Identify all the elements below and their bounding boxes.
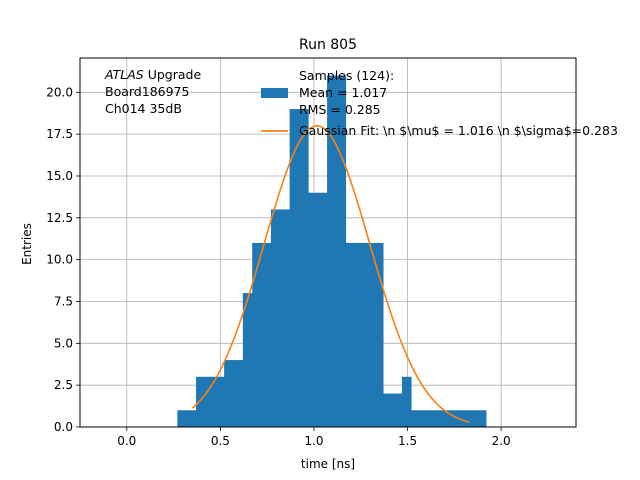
y-tick-label: 7.5 — [54, 294, 73, 308]
annotation-line-1: ATLAS Upgrade — [104, 67, 201, 82]
histogram-bar — [467, 410, 478, 427]
histogram-bar — [261, 242, 272, 427]
legend-fit-label: Gaussian Fit: \n $\mu$ = 1.016 \n $\sigm… — [299, 123, 618, 138]
histogram-bar — [186, 410, 197, 427]
gaussian-fit — [191, 124, 470, 423]
histogram-bar — [270, 209, 281, 427]
histogram-bar — [280, 209, 290, 427]
annotation-upgrade: Upgrade — [144, 67, 202, 82]
legend: Samples (124): Mean = 1.017 RMS = 0.285 … — [261, 68, 618, 138]
histogram-bar — [392, 393, 403, 427]
histogram-bar — [458, 410, 468, 427]
histogram-bar — [242, 293, 253, 427]
histogram-bar — [336, 75, 347, 428]
chart-title: Run 805 — [299, 37, 357, 53]
histogram-bar — [439, 410, 450, 427]
legend-samples-line-3: RMS = 0.285 — [299, 102, 381, 117]
legend-samples-line-1: Samples (124): — [299, 68, 394, 83]
histogram-bar — [420, 410, 431, 427]
histogram-bar — [298, 109, 309, 427]
plot-frame — [79, 57, 577, 428]
y-axis-label: Entries — [20, 223, 34, 265]
histogram-bar — [252, 242, 262, 427]
histogram-bar — [448, 410, 459, 427]
histogram-bar — [289, 109, 300, 427]
x-tick-label: 1.0 — [304, 434, 323, 448]
y-tick-label: 20.0 — [46, 85, 73, 99]
histogram-bar — [430, 410, 440, 427]
histogram-bar — [355, 242, 365, 427]
annotation-line-2: Board186975 — [105, 84, 189, 99]
histogram-bars — [177, 75, 487, 428]
x-tick-label: 0.0 — [117, 434, 136, 448]
annotation-line-3: Ch014 35dB — [105, 101, 182, 116]
histogram-bar — [205, 376, 216, 427]
histogram-bar — [233, 360, 244, 427]
histogram-bar — [196, 376, 206, 427]
histogram-bar — [224, 360, 234, 427]
histogram-bar — [308, 192, 319, 427]
histogram-bar — [345, 242, 356, 427]
axis-ticks: 0.0 0.5 1.0 1.5 2.0 0.0 2.5 5.0 7.5 10.0 12.5 15.0 1… — [46, 85, 510, 448]
y-tick-label: 10.0 — [46, 253, 73, 267]
x-tick-label: 1.5 — [398, 434, 417, 448]
histogram-bar — [401, 376, 412, 427]
histogram-bar — [177, 410, 187, 427]
legend-swatch-samples — [261, 88, 288, 98]
x-tick-label: 0.5 — [211, 434, 230, 448]
atlas-annotation: ATLAS Upgrade Board186975 Ch014 35dB — [104, 67, 201, 116]
atlas-label: ATLAS — [104, 67, 144, 82]
histogram-bar — [317, 192, 328, 427]
histogram-bar — [383, 393, 393, 427]
histogram-bar — [476, 410, 487, 427]
x-axis-label: time [ns] — [301, 457, 355, 471]
legend-samples-line-2: Mean = 1.017 — [299, 85, 387, 100]
histogram-bar — [327, 75, 337, 428]
y-tick-label: 17.5 — [46, 127, 73, 141]
y-tick-label: 5.0 — [54, 336, 73, 350]
y-tick-label: 12.5 — [46, 211, 73, 225]
histogram-bar — [373, 242, 384, 427]
gaussian-fit-curve — [191, 124, 470, 423]
y-tick-label: 0.0 — [54, 420, 73, 434]
histogram-bar — [364, 242, 375, 427]
x-tick-label: 2.0 — [492, 434, 511, 448]
y-tick-label: 15.0 — [46, 169, 73, 183]
histogram-bar — [214, 376, 225, 427]
histogram-bar — [411, 410, 421, 427]
y-tick-label: 2.5 — [54, 378, 73, 392]
